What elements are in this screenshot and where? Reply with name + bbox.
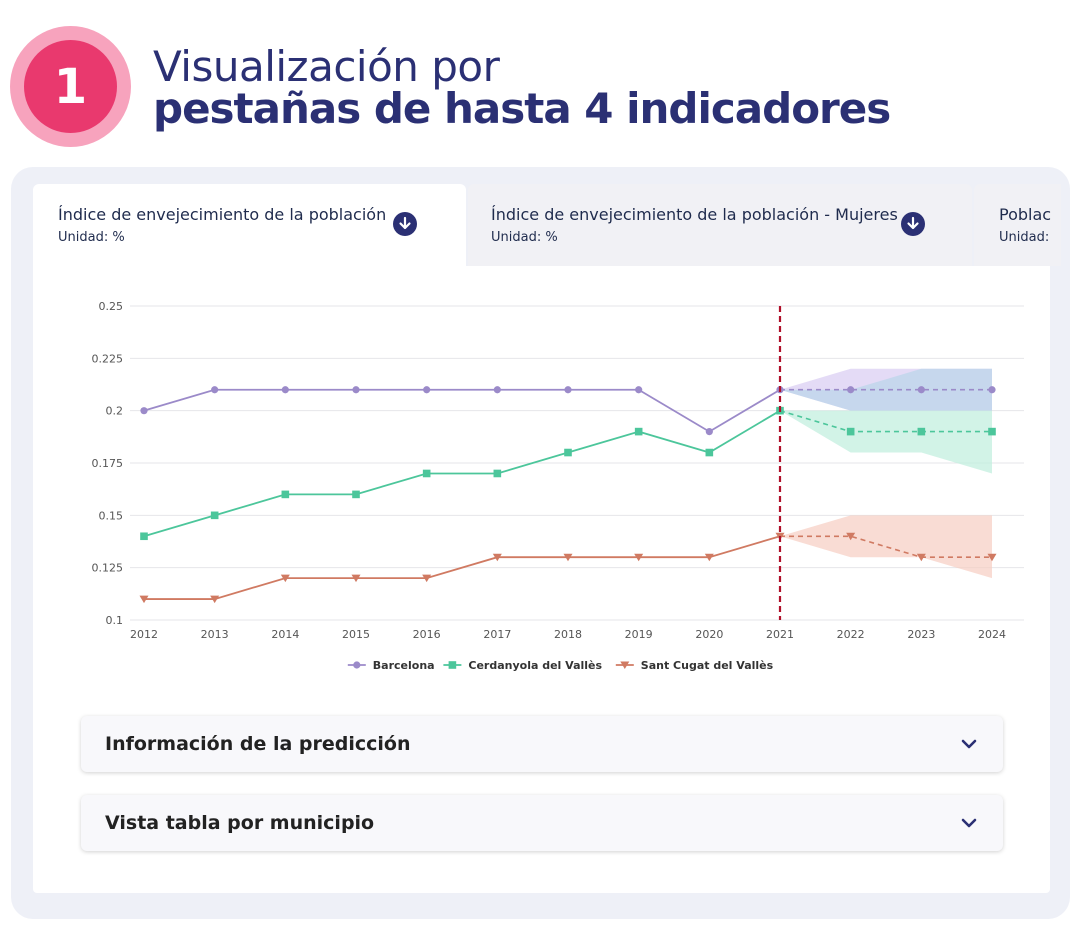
data-point: [280, 574, 290, 583]
data-point: [211, 386, 219, 394]
indicator-panel: Índice de envejecimiento de la población…: [33, 184, 1061, 893]
x-tick-label: 2018: [554, 628, 582, 641]
data-point: [422, 469, 431, 478]
data-point: [987, 553, 997, 562]
data-point: [988, 427, 996, 436]
legend-marker: [353, 661, 361, 669]
tab-title: Índice de envejecimiento de la población…: [491, 205, 898, 224]
data-point: [492, 553, 502, 562]
data-point: [210, 511, 219, 520]
data-point: [564, 386, 572, 394]
data-point: [139, 595, 149, 604]
tab-content: 0.1 0.125 0.15 0.175 0.2 0.225 0.25 2012 2013 201…: [33, 266, 1050, 893]
data-point: [493, 386, 501, 394]
data-point: [917, 386, 925, 394]
data-point: [423, 386, 431, 394]
series-line: [143, 409, 781, 538]
step-number: 1: [24, 40, 117, 133]
chevron-down-icon[interactable]: [959, 734, 979, 754]
x-tick-label: 2020: [695, 628, 723, 641]
data-point: [351, 574, 361, 583]
legend-marker: [620, 661, 630, 669]
data-point: [916, 553, 926, 562]
x-tick-label: 2023: [907, 628, 935, 641]
x-tick-label: 2024: [978, 628, 1006, 641]
data-point: [352, 386, 360, 394]
data-point: [564, 448, 572, 457]
legend-label: Barcelona: [373, 659, 435, 672]
x-tick-label: 2017: [483, 628, 511, 641]
legend-label: Sant Cugat del Vallès: [641, 659, 774, 672]
tab-unit: Unidad: %: [491, 230, 558, 245]
tab-unit: Unidad:: [999, 230, 1050, 245]
confidence-band: [780, 410, 992, 474]
data-point: [917, 427, 926, 436]
confidence-band: [780, 515, 992, 579]
data-point: [281, 386, 289, 394]
data-point: [210, 595, 220, 604]
y-tick-label: 0.175: [92, 457, 124, 470]
download-icon[interactable]: [393, 212, 417, 236]
x-tick-label: 2022: [837, 628, 865, 641]
legend-label: Cerdanyola del Vallès: [468, 659, 602, 672]
tab-title: Índice de envejecimiento de la población: [58, 205, 387, 224]
x-tick-label: 2021: [766, 628, 794, 641]
app-frame: Índice de envejecimiento de la población…: [11, 167, 1070, 919]
series-line: [144, 535, 781, 600]
data-point: [847, 386, 855, 394]
data-point: [705, 448, 714, 457]
data-point: [140, 407, 148, 415]
line-chart: 0.1 0.125 0.15 0.175 0.2 0.225 0.25 2012 2013 201…: [92, 300, 1024, 672]
tab-title: Poblac: [999, 205, 1052, 224]
hero-header: 1 Visualización por pestañas de hasta 4 …: [0, 0, 1080, 160]
accordion-table-view[interactable]: Vista tabla por municipio: [81, 795, 1003, 851]
y-tick-label: 0.225: [92, 352, 124, 365]
accordion-label: Vista tabla por municipio: [105, 812, 375, 834]
y-tick-label: 0.2: [106, 405, 124, 418]
data-point: [704, 553, 714, 562]
legend-marker: [448, 661, 457, 669]
data-point: [634, 427, 643, 436]
x-tick-label: 2012: [130, 628, 158, 641]
tab-envejecimiento[interactable]: Índice de envejecimiento de la población…: [33, 184, 466, 266]
data-point: [705, 428, 713, 436]
tab-unit: Unidad: %: [58, 230, 125, 245]
x-tick-label: 2014: [271, 628, 299, 641]
y-tick-label: 0.15: [99, 509, 124, 522]
tab-envejecimiento-mujeres[interactable]: Índice de envejecimiento de la población…: [468, 184, 972, 266]
hero-title-line1: Visualización por: [153, 42, 500, 91]
confidence-band: [780, 368, 992, 411]
data-point: [635, 386, 643, 394]
x-tick-label: 2019: [625, 628, 653, 641]
x-tick-label: 2015: [342, 628, 370, 641]
step-badge: 1: [10, 26, 131, 147]
data-point: [352, 490, 360, 499]
data-point: [493, 469, 502, 478]
accordion-prediction-info[interactable]: Información de la predicción: [81, 716, 1003, 772]
y-tick-label: 0.25: [99, 300, 124, 313]
hero-title-line2: pestañas de hasta 4 indicadores: [153, 84, 891, 133]
y-tick-label: 0.125: [92, 562, 124, 575]
data-point: [563, 553, 573, 562]
tab-poblacion[interactable]: Poblac Unidad:: [974, 184, 1061, 266]
data-point: [846, 427, 855, 436]
x-tick-label: 2013: [201, 628, 229, 641]
data-point: [422, 574, 432, 583]
forecast-line: [779, 409, 992, 433]
y-tick-label: 0.1: [106, 614, 124, 627]
series-line: [143, 388, 781, 433]
accordion-label: Información de la predicción: [105, 733, 411, 755]
chevron-down-icon[interactable]: [959, 813, 979, 833]
data-point: [846, 532, 856, 541]
data-point: [281, 490, 290, 499]
data-point: [140, 532, 148, 541]
x-tick-label: 2016: [413, 628, 441, 641]
data-point: [988, 386, 996, 394]
download-icon[interactable]: [901, 212, 925, 236]
data-point: [634, 553, 644, 562]
